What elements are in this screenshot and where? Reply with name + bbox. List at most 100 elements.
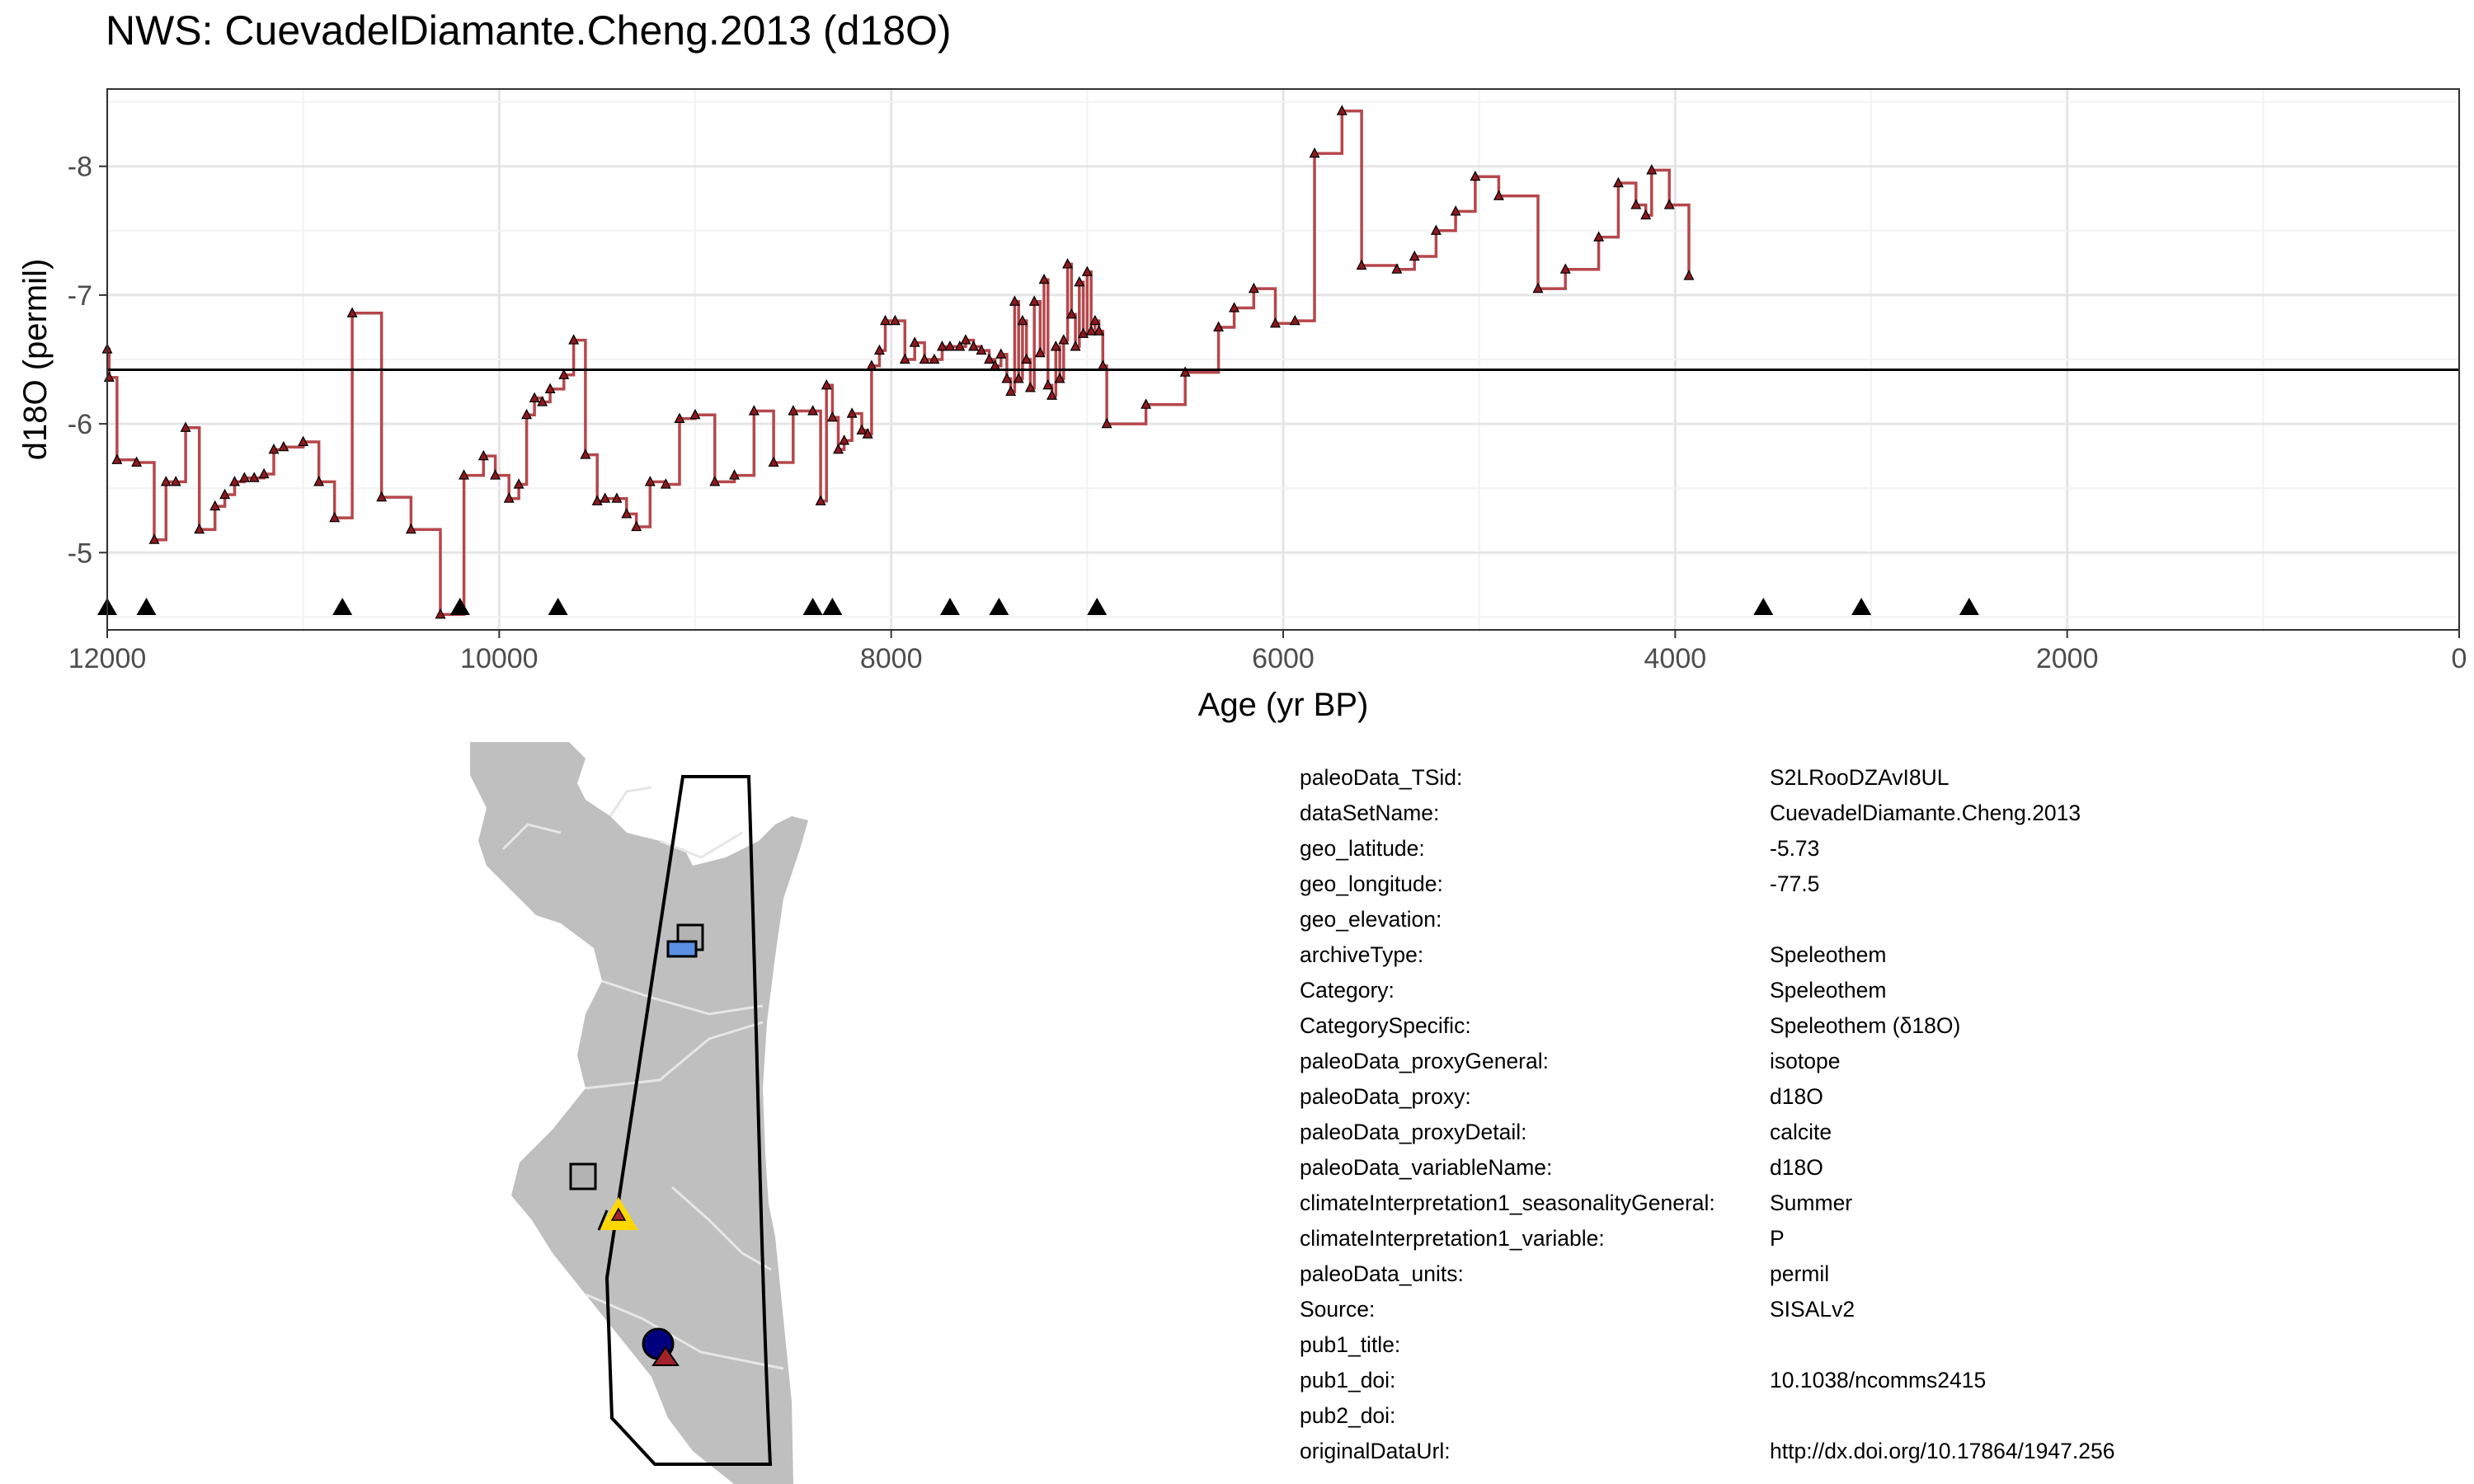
metadata-key: climateInterpretation1_variable: — [1300, 1226, 1605, 1251]
data-point-marker — [689, 408, 701, 420]
current-site-inner-triangle — [610, 1207, 627, 1221]
x-tick-label: 10000 — [460, 643, 539, 674]
x-tick-label: 6000 — [1252, 643, 1315, 674]
metadata-value: 10.1038/ncomms2415 — [1770, 1368, 1987, 1392]
data-point-marker — [180, 421, 191, 432]
data-point-marker — [1024, 382, 1036, 392]
data-point-marker — [1248, 282, 1259, 294]
data-point-marker — [1663, 199, 1675, 209]
data-point-marker — [1089, 314, 1101, 326]
metadata-value: Speleothem — [1770, 978, 1887, 1003]
data-point-marker — [1470, 170, 1481, 181]
x-axis-label: Age (yr BP) — [1198, 687, 1369, 723]
data-point-marker — [529, 392, 540, 402]
data-point-marker — [435, 608, 446, 619]
y-axis-label: d18O (permil) — [17, 259, 54, 461]
data-point-marker — [591, 495, 603, 505]
data-point-marker — [660, 478, 671, 489]
data-point-marker — [1532, 282, 1544, 294]
site-marker-red — [651, 1345, 680, 1366]
x-tick-label: 2000 — [2036, 643, 2099, 674]
metadata-key: paleoData_proxy: — [1300, 1084, 1471, 1109]
age-control-marker — [1753, 598, 1774, 615]
data-point-marker — [228, 476, 240, 486]
metadata-value: http://dx.doi.org/10.17864/1947.256 — [1770, 1439, 2115, 1463]
site-marker-blue — [666, 940, 698, 958]
y-tick-label: -7 — [68, 280, 92, 312]
data-point-marker — [826, 411, 838, 422]
data-point-marker — [729, 469, 741, 480]
data-point-marker — [889, 314, 901, 326]
data-point-marker — [1391, 263, 1403, 274]
x-tick-label: 4000 — [1644, 643, 1707, 674]
data-point-marker — [1289, 314, 1300, 326]
data-point-marker — [219, 488, 231, 500]
data-point-marker — [1085, 325, 1097, 336]
data-point-marker — [1141, 398, 1152, 409]
data-point-marker — [944, 340, 956, 351]
data-point-marker — [1065, 308, 1077, 319]
plot-content — [97, 105, 2459, 619]
y-tick-label: -6 — [68, 409, 92, 440]
data-point-marker — [929, 353, 940, 364]
metadata-key: Source: — [1300, 1297, 1376, 1322]
data-point-marker — [815, 495, 826, 505]
data-point-marker — [976, 344, 987, 355]
data-point-marker — [1001, 373, 1013, 383]
data-point-marker — [768, 456, 779, 467]
x-tick-label: 12000 — [68, 643, 147, 674]
data-point-marker — [1646, 164, 1658, 175]
data-point-marker — [1630, 199, 1642, 209]
data-point-marker — [313, 476, 325, 486]
data-point-marker — [1081, 265, 1093, 276]
data-point-marker — [862, 428, 873, 439]
data-point-marker — [405, 523, 416, 534]
metadata-value: d18O — [1770, 1155, 1823, 1180]
data-point-marker — [1101, 417, 1112, 429]
data-point-marker — [1493, 190, 1504, 200]
data-point-marker — [1050, 340, 1061, 351]
data-point-marker — [984, 353, 995, 364]
data-point-marker — [821, 378, 832, 390]
data-point-marker — [1070, 340, 1081, 351]
data-point-marker — [258, 467, 270, 479]
data-point-marker — [674, 412, 685, 423]
data-point-marker — [1047, 389, 1058, 400]
metadata-key: geo_latitude: — [1300, 836, 1425, 861]
data-point-marker — [1213, 321, 1225, 332]
data-point-marker — [1038, 273, 1050, 284]
age-control-marker — [548, 598, 568, 615]
data-point-marker — [1612, 176, 1624, 188]
data-point-marker — [1078, 327, 1089, 338]
metadata-key: pub1_title: — [1300, 1332, 1401, 1357]
data-point-marker — [346, 307, 358, 317]
data-point-marker — [1559, 263, 1571, 274]
map-land — [470, 742, 808, 1484]
axes: 12000 10000 8000 6000 4000 2000 0 -5 -6 -7 -8 — [68, 152, 2467, 674]
data-point-marker — [807, 405, 819, 416]
data-point-marker — [919, 353, 930, 364]
age-control-marker — [1087, 598, 1108, 615]
data-point-marker — [580, 448, 591, 459]
metadata-key: CategorySpecific: — [1300, 1013, 1471, 1038]
data-point-marker — [160, 476, 172, 486]
data-point-marker — [537, 396, 548, 406]
metadata-key: Category: — [1300, 978, 1395, 1003]
data-point-marker — [1005, 385, 1017, 397]
data-point-marker — [248, 472, 260, 482]
data-point-marker — [148, 533, 160, 544]
metadata-key: pub2_doi: — [1300, 1403, 1396, 1428]
data-point-marker — [376, 491, 388, 502]
data-point-marker — [1017, 314, 1028, 326]
data-point-marker — [833, 444, 844, 454]
data-point-marker — [131, 456, 143, 467]
data-point-marker — [909, 336, 920, 347]
age-control-marker — [332, 598, 353, 615]
age-control-marker — [1851, 598, 1872, 615]
metadata-key: originalDataUrl: — [1300, 1439, 1451, 1463]
data-point-marker — [1094, 325, 1105, 336]
metadata-value: Speleothem (δ18O) — [1770, 1013, 1961, 1038]
data-point-marker — [558, 369, 570, 379]
metadata-value: P — [1770, 1226, 1785, 1251]
metadata-value: SISALv2 — [1770, 1297, 1856, 1322]
